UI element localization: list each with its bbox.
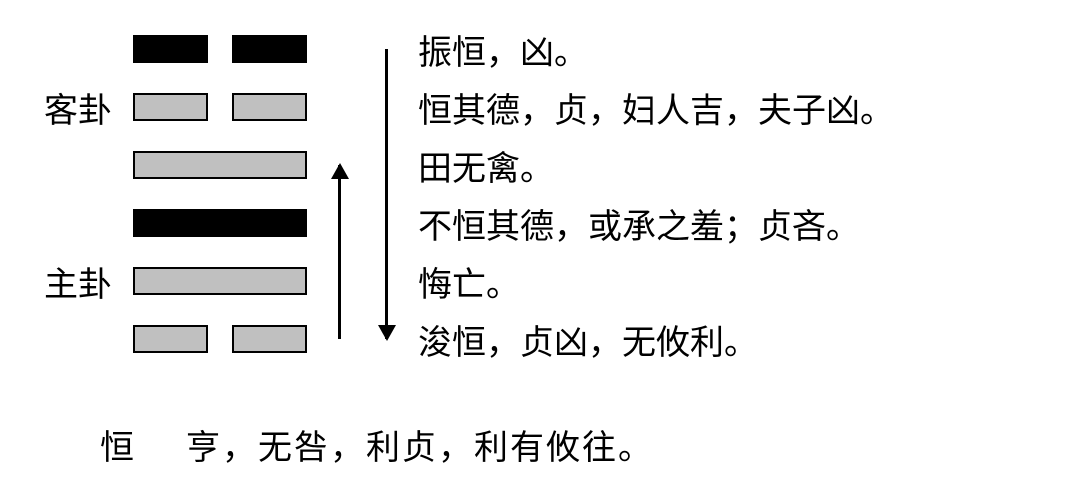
hexagram-line	[120, 325, 320, 353]
arrow-spacer	[320, 252, 410, 310]
line-segment	[133, 209, 307, 237]
line-segment	[133, 93, 208, 121]
trigram-label: 主卦	[20, 257, 120, 306]
hexagram-diagram: 振恒，凶。客卦恒其德，贞，妇人吉，夫子凶。田无禽。不恒其德，或承之羞；贞吝。主卦…	[20, 20, 1060, 368]
hexagram-line	[120, 151, 320, 179]
line-statement: 田无禽。	[410, 141, 1060, 190]
hexagram-row: 振恒，凶。	[20, 20, 1060, 78]
judgment-body: 亨，无咎，利贞，利有攸往。	[186, 430, 654, 467]
line-segment	[133, 267, 307, 295]
arrow-shaft	[385, 49, 388, 339]
arrow-spacer	[320, 194, 410, 252]
hexagram-line	[120, 267, 320, 295]
line-segment	[133, 35, 208, 63]
arrow-head-icon	[331, 163, 349, 179]
hexagram-row: 浚恒，贞凶，无攸利。	[20, 310, 1060, 368]
line-segment	[133, 151, 307, 179]
judgment-text: 恒 亨，无咎，利贞，利有攸往。	[100, 420, 654, 469]
arrow-head-icon	[378, 325, 396, 341]
line-statement: 不恒其德，或承之羞；贞吝。	[410, 199, 1060, 248]
line-segment	[232, 93, 307, 121]
hexagram-line	[120, 209, 320, 237]
hexagram-title: 恒	[100, 430, 136, 467]
arrow-spacer	[320, 78, 410, 136]
arrow-spacer	[320, 310, 410, 368]
trigram-label: 客卦	[20, 83, 120, 132]
hexagram-row: 不恒其德，或承之羞；贞吝。	[20, 194, 1060, 252]
line-segment	[232, 35, 307, 63]
hexagram-row: 主卦 悔亡。	[20, 252, 1060, 310]
hexagram-row: 田无禽。	[20, 136, 1060, 194]
hexagram-line	[120, 35, 320, 63]
line-statement: 振恒，凶。	[410, 25, 1060, 74]
line-statement: 悔亡。	[410, 257, 1060, 306]
hexagram-row: 客卦 恒其德，贞，妇人吉，夫子凶。	[20, 78, 1060, 136]
arrow-spacer	[320, 20, 410, 78]
line-statement: 浚恒，贞凶，无攸利。	[410, 315, 1060, 364]
line-statement: 恒其德，贞，妇人吉，夫子凶。	[410, 83, 1060, 132]
line-segment	[232, 325, 307, 353]
arrow-shaft	[338, 165, 341, 339]
hexagram-line	[120, 93, 320, 121]
line-segment	[133, 325, 208, 353]
